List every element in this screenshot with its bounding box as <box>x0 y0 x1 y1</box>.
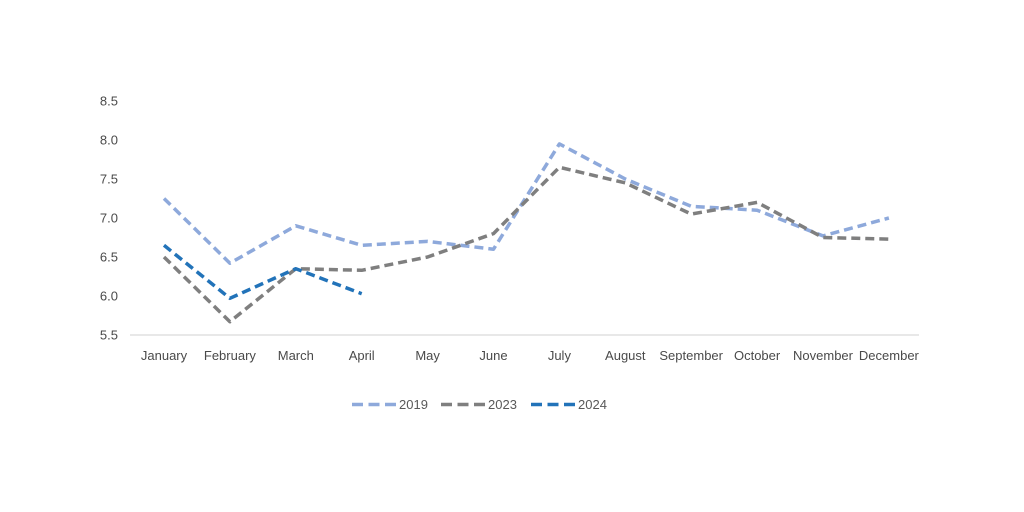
series-line-2023 <box>162 165 889 324</box>
x-axis-label-july: July <box>548 348 572 363</box>
x-axis-label-november: November <box>793 348 854 363</box>
x-axis-label-march: March <box>278 348 314 363</box>
y-axis-tick-label: 5.5 <box>100 328 118 343</box>
y-axis-tick-label: 7.0 <box>100 211 118 226</box>
legend-label-2023: 2023 <box>488 397 517 412</box>
x-axis-label-june: June <box>479 348 507 363</box>
y-axis-tick-label: 8.0 <box>100 133 118 148</box>
legend-label-2024: 2024 <box>578 397 607 412</box>
y-axis-tick-label: 6.5 <box>100 250 118 265</box>
x-axis-label-december: December <box>859 348 920 363</box>
legend-label-2019: 2019 <box>399 397 428 412</box>
x-axis-label-january: January <box>141 348 188 363</box>
x-axis-label-october: October <box>734 348 781 363</box>
series-line-2019 <box>162 142 890 265</box>
y-axis-tick-label: 6.0 <box>100 289 118 304</box>
y-axis-tick-label: 8.5 <box>100 94 118 109</box>
x-axis-label-april: April <box>349 348 375 363</box>
x-axis-label-august: August <box>605 348 646 363</box>
x-axis-label-september: September <box>659 348 723 363</box>
series-line-2024 <box>162 243 363 301</box>
y-axis-tick-label: 7.5 <box>100 172 118 187</box>
x-axis-label-february: February <box>204 348 257 363</box>
x-axis-label-may: May <box>415 348 440 363</box>
